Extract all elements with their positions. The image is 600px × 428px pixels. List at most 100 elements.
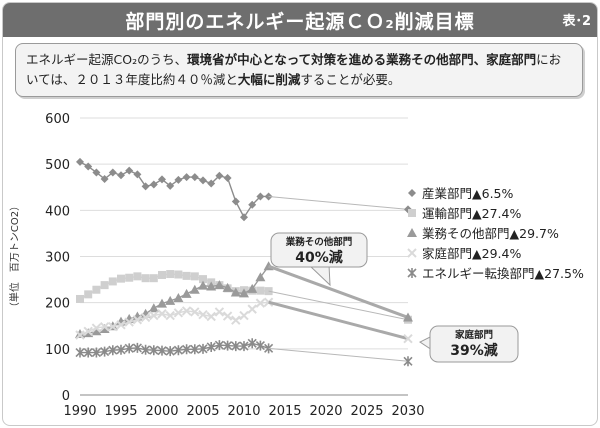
data-point <box>407 248 417 258</box>
projection-line-household <box>268 300 409 341</box>
data-point <box>165 295 176 305</box>
callout-box <box>270 232 368 268</box>
data-point <box>231 315 241 325</box>
data-point <box>408 209 416 217</box>
data-point <box>206 341 216 352</box>
data-point <box>116 320 126 330</box>
data-point <box>100 174 109 183</box>
legend-label-energy: エネルギー転換部門▲27.5% <box>422 266 584 281</box>
data-point <box>222 282 233 292</box>
legend-label-household: 家庭部門▲29.4% <box>422 246 521 261</box>
data-point <box>207 179 216 188</box>
data-point <box>230 287 241 297</box>
data-point <box>239 341 249 352</box>
data-point <box>166 181 175 190</box>
data-point <box>189 284 200 294</box>
data-point <box>248 200 257 209</box>
y-tick-label: 100 <box>45 343 70 358</box>
data-point <box>206 281 217 291</box>
x-tick-label: 2030 <box>391 404 424 419</box>
x-tick-label: 1990 <box>63 404 96 419</box>
data-point <box>181 288 192 298</box>
data-point <box>215 171 224 180</box>
x-tick-label: 2005 <box>186 404 219 419</box>
data-point <box>108 321 118 332</box>
data-point <box>132 315 143 325</box>
data-point <box>75 347 85 358</box>
data-point <box>231 197 240 206</box>
y-tick-label: 0 <box>62 389 70 404</box>
data-point <box>214 340 224 351</box>
page-title: 部門別のエネルギー起源ＣＯ₂削減目標 <box>125 11 475 33</box>
data-point <box>149 345 159 356</box>
y-axis-label: （単位 百万トンCO2） <box>8 201 21 312</box>
data-point <box>181 306 192 316</box>
data-point <box>247 304 257 314</box>
data-point <box>173 293 184 303</box>
data-point <box>408 189 416 197</box>
data-point <box>125 273 134 282</box>
callout-label: 家庭部門 <box>455 329 493 341</box>
data-point <box>75 330 85 340</box>
data-point <box>256 192 265 201</box>
data-point <box>141 182 150 191</box>
data-point <box>84 162 93 171</box>
note-text-0: エネルギー起源CO₂のうち、 <box>26 52 188 67</box>
data-point <box>83 347 93 358</box>
data-point <box>174 175 183 184</box>
y-tick-label: 200 <box>45 297 70 312</box>
data-point <box>92 285 101 294</box>
data-point <box>157 298 167 308</box>
callout-value: 40%減 <box>295 249 343 266</box>
data-point <box>407 268 417 278</box>
data-point <box>148 303 159 313</box>
data-point <box>75 329 85 339</box>
data-point <box>198 343 208 354</box>
y-tick-label: 500 <box>45 158 70 173</box>
data-point <box>223 340 233 351</box>
data-point <box>223 174 232 183</box>
y-tick-label: 300 <box>45 251 70 266</box>
data-point <box>108 277 117 286</box>
data-point <box>247 283 258 293</box>
data-point <box>84 290 93 299</box>
data-point <box>117 274 125 283</box>
x-tick-label: 2020 <box>309 404 342 419</box>
data-point <box>182 271 191 280</box>
series-line-industry <box>79 161 269 219</box>
legend-label-industry: 産業部門▲6.5% <box>422 186 513 201</box>
data-point <box>190 344 200 355</box>
data-point <box>190 272 199 281</box>
projection-line-commercial <box>268 264 409 319</box>
projection-line-industry <box>268 195 409 210</box>
data-point <box>255 272 266 282</box>
data-point <box>108 168 117 177</box>
data-point <box>91 323 102 333</box>
data-point <box>91 326 102 336</box>
data-point <box>173 345 183 356</box>
data-point <box>255 340 265 351</box>
data-point <box>174 270 183 279</box>
data-point <box>140 312 151 323</box>
data-point <box>173 308 184 318</box>
legend-label-transport: 運輸部門▲27.4% <box>422 206 521 221</box>
x-tick-label: 1995 <box>104 404 137 419</box>
data-point <box>125 166 134 175</box>
x-tick-label: 2000 <box>145 404 178 419</box>
legend-label-commercial: 業務その他部門▲29.7% <box>422 226 559 241</box>
data-point <box>165 346 175 357</box>
data-point <box>99 323 110 333</box>
data-point <box>214 280 225 290</box>
note-text-2: においては、２０１３年度比約４０％減と <box>26 52 562 87</box>
data-point <box>407 228 417 237</box>
data-point <box>247 338 257 349</box>
data-point <box>182 173 191 182</box>
figure-tag: 表･2 <box>562 14 591 29</box>
data-point <box>190 173 199 182</box>
note-text-3: 大幅に削減 <box>237 72 301 87</box>
x-tick-label: 2025 <box>350 404 383 419</box>
data-point <box>124 343 134 354</box>
projection-line-transport <box>268 290 409 321</box>
data-point <box>117 171 125 180</box>
data-point <box>76 294 84 303</box>
